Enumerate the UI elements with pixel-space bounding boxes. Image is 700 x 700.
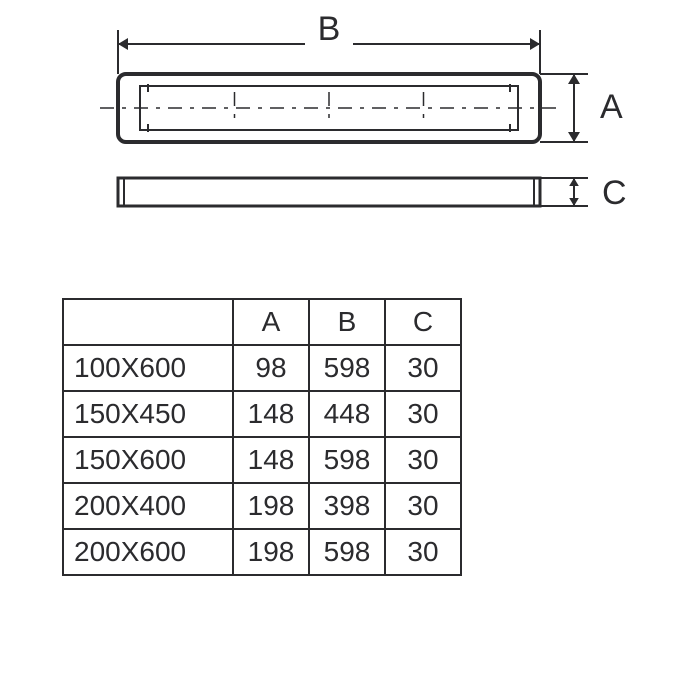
cell-size: 150X450 (63, 391, 233, 437)
cell-value: 148 (233, 391, 309, 437)
cell-value: 30 (385, 391, 461, 437)
dim-label-a: A (600, 88, 623, 126)
cell-value: 448 (309, 391, 385, 437)
cell-value: 30 (385, 345, 461, 391)
dim-label-b: B (318, 10, 341, 48)
header-c: C (385, 299, 461, 345)
cell-value: 598 (309, 529, 385, 575)
cell-value: 30 (385, 437, 461, 483)
cell-size: 150X600 (63, 437, 233, 483)
cell-value: 598 (309, 437, 385, 483)
table-header-row: ABC (63, 299, 461, 345)
cell-size: 200X400 (63, 483, 233, 529)
cell-value: 30 (385, 529, 461, 575)
cell-value: 148 (233, 437, 309, 483)
dim-label-c: C (602, 174, 627, 212)
cell-size: 100X600 (63, 345, 233, 391)
table-row: 200X60019859830 (63, 529, 461, 575)
technical-diagram: B A C (0, 0, 700, 260)
table-row: 100X6009859830 (63, 345, 461, 391)
cell-value: 598 (309, 345, 385, 391)
cell-value: 398 (309, 483, 385, 529)
dimensions-table: ABC100X6009859830150X45014844830150X6001… (62, 298, 462, 576)
header-size (63, 299, 233, 345)
cell-size: 200X600 (63, 529, 233, 575)
table-row: 150X60014859830 (63, 437, 461, 483)
table-row: 150X45014844830 (63, 391, 461, 437)
cell-value: 98 (233, 345, 309, 391)
cell-value: 198 (233, 483, 309, 529)
header-b: B (309, 299, 385, 345)
cell-value: 30 (385, 483, 461, 529)
cell-value: 198 (233, 529, 309, 575)
table-row: 200X40019839830 (63, 483, 461, 529)
side-view-outer (118, 178, 540, 206)
header-a: A (233, 299, 309, 345)
